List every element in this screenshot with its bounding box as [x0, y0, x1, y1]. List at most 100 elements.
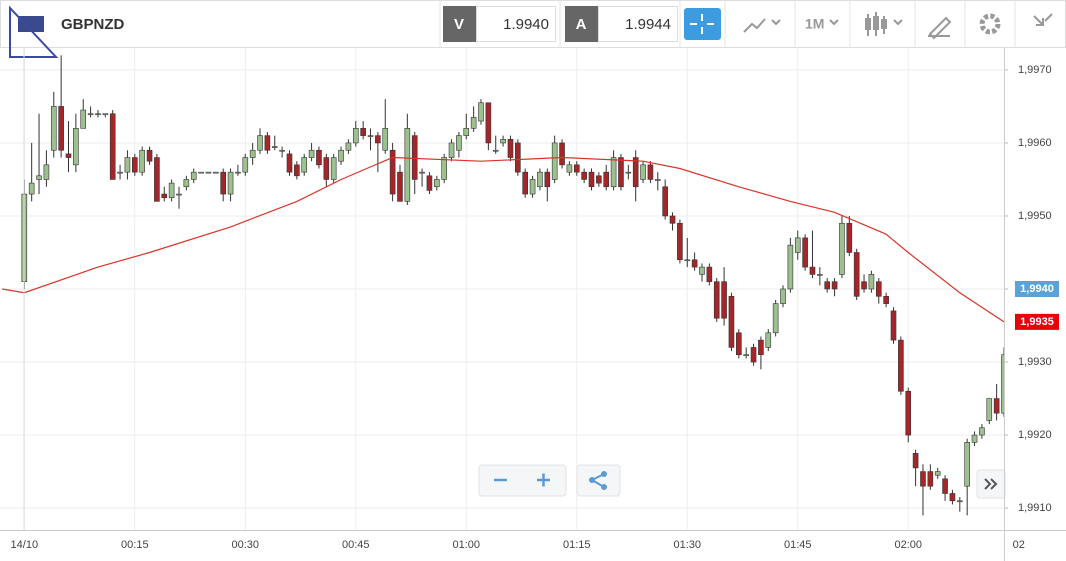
candle-body [190, 171, 197, 180]
share-button[interactable] [576, 464, 621, 497]
crosshair-button[interactable] [684, 8, 721, 40]
bid-price: 1.9940 [503, 16, 549, 33]
candle-body [986, 398, 993, 421]
candle-body [213, 171, 219, 174]
candle-body [706, 266, 713, 282]
candle-body [691, 259, 698, 268]
collapse-button[interactable] [1033, 13, 1053, 26]
x-tick-label: 00:30 [232, 539, 260, 551]
x-tick-label: 01:45 [784, 539, 812, 551]
plot [2, 55, 1004, 516]
y-tick-label: 1,9930 [1018, 356, 1052, 368]
candle-body [330, 157, 337, 180]
draw-button[interactable] [928, 16, 952, 40]
y-tick-label: 1,9950 [1018, 210, 1052, 222]
candles-button[interactable] [865, 12, 903, 36]
bid-label: V [454, 16, 464, 33]
ask-box[interactable] [598, 6, 678, 42]
candle-body [566, 164, 573, 173]
candle-body [839, 222, 845, 275]
scroll-icon [984, 478, 998, 490]
candle-body [36, 175, 42, 180]
candle-body [632, 157, 639, 188]
x-tick-label: 00:15 [121, 539, 149, 551]
candle-body [161, 193, 168, 199]
candle-body [949, 493, 956, 502]
candle-body [934, 471, 941, 476]
candle-body [669, 215, 676, 224]
candle-body [758, 339, 764, 356]
chart-type-button[interactable] [743, 18, 781, 33]
candle-body [338, 149, 344, 162]
candle-body [927, 471, 934, 487]
candle-body [964, 442, 970, 487]
zoom-in[interactable] [537, 473, 550, 487]
price-tag [1015, 281, 1059, 297]
candle-body [817, 274, 823, 276]
candle-body [957, 500, 963, 503]
candle-body [890, 310, 897, 341]
candle-body [868, 274, 875, 290]
candle-body [242, 157, 249, 173]
candle-body [898, 339, 904, 392]
candle-body [397, 171, 403, 202]
candle-body [772, 303, 779, 334]
candle-body [411, 135, 418, 180]
candle-body [610, 157, 617, 188]
candle-body [507, 138, 514, 158]
moving-average [2, 156, 1004, 323]
candle-body [463, 128, 470, 136]
candle-body [883, 296, 889, 304]
candle-body [728, 296, 735, 348]
bid-box[interactable] [476, 6, 556, 42]
candle-body [117, 171, 123, 174]
x-tick-label: 02:00 [894, 539, 922, 551]
candle-body [618, 157, 624, 188]
candle-body [765, 332, 772, 348]
candle-body [109, 113, 116, 180]
candle-body [382, 128, 389, 151]
candle-body [802, 237, 808, 268]
zoom-controls [478, 464, 1006, 499]
candle-body [677, 222, 683, 261]
share-dot [589, 477, 595, 483]
candle-body [492, 149, 499, 152]
y-tick-label: 1,9970 [1018, 64, 1052, 76]
candle-body [205, 171, 212, 174]
candle-body [736, 332, 742, 356]
price-tag-label: 1,9935 [1020, 316, 1054, 328]
candle-body [647, 164, 654, 180]
symbol[interactable]: GBPNZD [61, 16, 125, 33]
candle-body [73, 128, 79, 166]
ask-label-box[interactable] [565, 6, 598, 42]
candle-body [419, 171, 425, 174]
candle-body [544, 171, 551, 188]
candle-body [308, 149, 315, 158]
x-tick-label: 00:45 [342, 539, 370, 551]
bid-label-box[interactable] [443, 6, 476, 42]
candle-body [264, 135, 271, 151]
candle-body [441, 157, 447, 180]
candle-body [95, 113, 101, 116]
x-tick-label: 01:30 [673, 539, 701, 551]
ask-label: A [576, 16, 587, 33]
settings-button[interactable] [979, 13, 1001, 35]
flag-icon [18, 16, 44, 32]
candle-body [28, 182, 35, 195]
candle-body [588, 171, 595, 188]
flag-outline [9, 5, 59, 58]
timeframe[interactable]: 1M [805, 16, 824, 32]
candle-body [581, 171, 587, 180]
candle-body [257, 135, 263, 151]
candle-body [522, 171, 529, 195]
candle-body [912, 453, 919, 469]
candle-body [920, 471, 926, 487]
x-tick-label: 01:15 [563, 539, 591, 551]
candle-body [146, 149, 153, 162]
candle-body [131, 157, 138, 173]
price-tag-label: 1,9940 [1020, 283, 1054, 295]
zoom-group [478, 464, 567, 497]
candle-body [654, 179, 661, 181]
candle-body [294, 164, 300, 177]
candle-body [301, 157, 308, 173]
